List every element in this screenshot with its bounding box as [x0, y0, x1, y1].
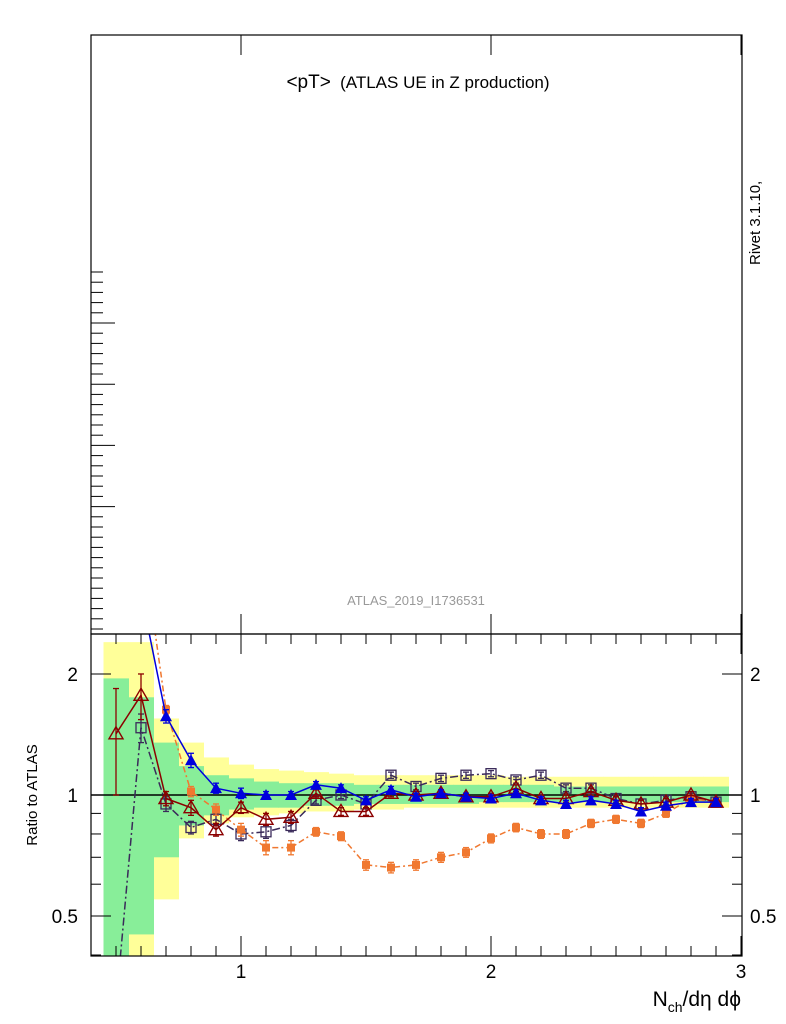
series-layer — [107, 634, 725, 956]
data-point — [460, 769, 472, 781]
data-point — [535, 769, 547, 781]
data-point — [257, 810, 275, 826]
x-axis-label: Nch/dη dϕ — [653, 988, 741, 1015]
y-tick-label-right: 1 — [750, 786, 761, 807]
data-point — [310, 778, 322, 790]
series-1 — [154, 634, 720, 874]
data-point — [710, 796, 722, 808]
x-tick-label: 1 — [236, 962, 247, 983]
data-point — [287, 843, 295, 852]
data-point — [660, 799, 672, 811]
data-point — [637, 819, 645, 828]
tick-labels: 1 2 3 0.5 0.5 1 1 2 2 — [52, 665, 777, 983]
data-point — [412, 860, 420, 869]
analysis-id-label: ATLAS_2019_I1736531 — [347, 593, 485, 608]
data-point — [185, 821, 197, 834]
x-tick-label: 3 — [736, 962, 747, 983]
data-point — [212, 805, 220, 814]
data-point — [332, 803, 350, 818]
y-tick-label-right: 0.5 — [750, 907, 776, 928]
data-point — [410, 790, 422, 802]
data-point — [535, 794, 547, 806]
data-point — [312, 827, 320, 836]
plot-title-sub: (ATLAS UE in Z production) — [340, 73, 549, 92]
data-point — [307, 784, 325, 799]
data-point — [537, 829, 545, 838]
data-point — [487, 834, 495, 843]
data-point — [612, 815, 620, 824]
data-point — [157, 790, 175, 805]
data-point — [462, 848, 470, 857]
y-tick-label: 2 — [67, 665, 78, 686]
data-point — [335, 782, 347, 794]
plot-title-main: <pT> — [286, 72, 330, 93]
data-point — [187, 787, 195, 796]
data-point — [210, 782, 222, 794]
data-point — [510, 787, 522, 799]
data-point — [260, 826, 272, 838]
ratio-plot-area — [91, 634, 742, 956]
data-point — [485, 792, 497, 804]
data-point — [385, 783, 397, 795]
data-point — [460, 790, 472, 802]
data-point — [387, 863, 395, 872]
data-point — [562, 829, 570, 838]
x-axis-label-main: N — [653, 988, 668, 1011]
data-point — [685, 796, 697, 808]
data-point — [385, 769, 397, 781]
data-point — [232, 799, 250, 814]
rivet-version-label: Rivet 3.1.10, — [747, 181, 764, 265]
data-point — [337, 832, 345, 841]
data-point — [610, 797, 622, 809]
ratio-panel-ticks — [90, 634, 742, 956]
data-point — [182, 799, 200, 814]
data-point — [282, 808, 300, 824]
data-point — [560, 797, 572, 809]
data-point — [262, 843, 270, 852]
data-point — [237, 825, 245, 834]
main-panel-ticks — [91, 35, 742, 634]
y-tick-label: 0.5 — [52, 907, 78, 928]
main-panel-frame — [90, 34, 743, 635]
data-point — [587, 819, 595, 828]
data-point — [357, 803, 375, 818]
y-axis-label: Ratio to ATLAS — [24, 744, 41, 845]
plot-title: <pT> (ATLAS UE in Z production) — [286, 72, 549, 93]
data-point — [560, 782, 572, 794]
data-point — [207, 821, 225, 836]
data-point — [285, 789, 297, 800]
data-point — [132, 686, 150, 702]
data-point — [360, 794, 372, 806]
series-3 — [148, 634, 722, 817]
data-point — [435, 787, 447, 799]
x-axis-label-tail: /dη dϕ — [683, 988, 741, 1011]
data-point — [107, 725, 125, 740]
data-point — [362, 860, 370, 869]
x-axis-label-sub: ch — [668, 999, 683, 1015]
data-point — [585, 794, 597, 806]
data-point — [512, 823, 520, 832]
series-3-line — [148, 634, 716, 813]
data-point — [662, 809, 670, 818]
data-point — [160, 710, 172, 722]
data-point — [260, 789, 272, 800]
x-tick-label: 2 — [486, 962, 497, 983]
y-tick-label-right: 2 — [750, 665, 761, 686]
y-tick-label: 1 — [67, 786, 78, 807]
data-point — [235, 787, 247, 799]
data-point — [435, 772, 447, 785]
data-point — [437, 853, 445, 862]
data-point — [485, 768, 497, 780]
data-point — [135, 722, 147, 734]
data-point — [185, 754, 197, 766]
data-point — [635, 805, 647, 817]
